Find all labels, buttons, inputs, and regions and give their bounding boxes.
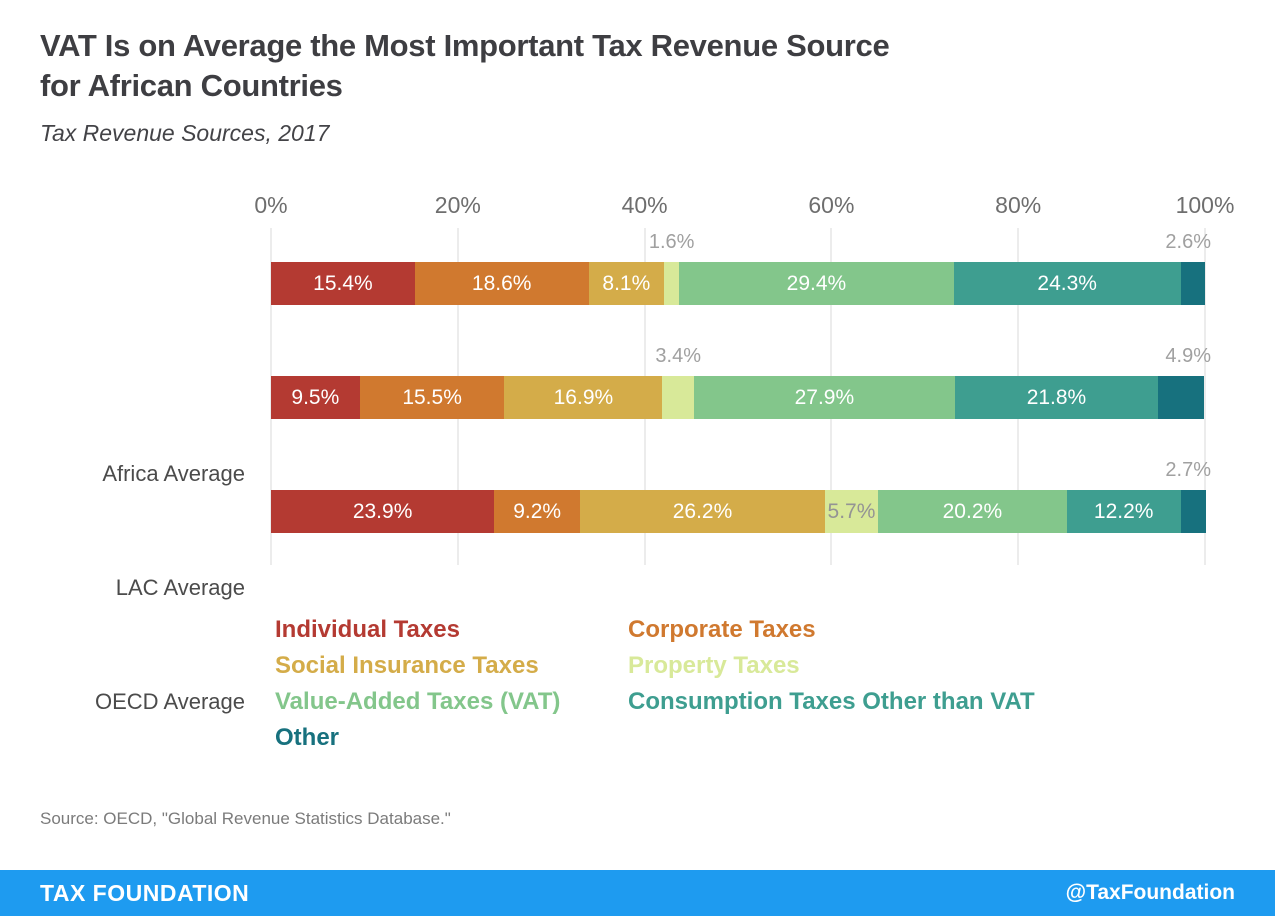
bar-segment: 18.6% [414,262,589,305]
bar-segment: 16.9% [504,376,663,419]
legend-item: Value-Added Taxes (VAT) [275,688,561,715]
axis-tick-label: 60% [808,192,855,218]
bar-row: 23.9% 9.2% 26.2% 5.7% 20.2% 12.2% 2.7% [271,459,1211,533]
footer-bar: TAX FOUNDATION @TaxFoundation [0,870,1275,916]
axis-tick-label: 0% [254,192,288,218]
segment-value-label: 9.2% [513,499,562,523]
bar-segment: 15.5% [359,376,505,419]
bar-segment: 29.4% [679,262,954,305]
legend-item: Other [275,724,340,751]
segment-value-label: 16.9% [553,385,614,409]
bar-segment [664,262,680,305]
callout-value-label: 1.6% [648,231,695,253]
legend-item: Corporate Taxes [628,616,816,643]
category-label: LAC Average [115,575,245,600]
bar-segment: 9.5% [271,376,360,419]
source-note: Source: OECD, "Global Revenue Statistics… [40,809,451,828]
segment-value-label: 5.7% [827,499,876,523]
bar-row: 9.5% 15.5% 16.9% 3.4% 27.9% 21.8% 4.9% [271,345,1211,419]
stacked-bar-chart: 0% 20% 40% 60% 80% 100% 15.4% 18.6% 8.1% 1.6% 29.… [0,190,1275,714]
axis-tick-label: 100% [1175,192,1235,218]
bar-segment: 8.1% [588,262,665,305]
plot-area: 15.4% 18.6% 8.1% 1.6% 29.4% 24.3% 2.6% 9.5% 15.5… [270,228,1211,565]
segment-value-label: 8.1% [602,271,651,295]
segment-value-label: 15.4% [313,271,373,295]
bar-segment [1180,262,1205,305]
axis-tick-label: 80% [995,192,1042,218]
legend: Individual Taxes Corporate Taxes Social In… [275,612,1035,756]
segment-value-label: 29.4% [786,271,847,295]
segment-value-label: 23.9% [352,499,413,523]
legend-item: Property Taxes [628,652,800,679]
callout-value-label: 4.9% [1165,345,1211,367]
bar-segment: 9.2% [494,490,581,533]
category-label: OECD Average [94,689,245,714]
bar-segment: 27.9% [694,376,955,419]
gridline [1204,228,1206,565]
brand-logo: TAX FOUNDATION [40,879,250,906]
bar-segment [1180,490,1206,533]
callout-value-label: 2.6% [1165,231,1211,253]
category-label: Africa Average [102,461,245,486]
bar-segment: 12.2% [1066,490,1181,533]
legend-item: Social Insurance Taxes [275,652,539,679]
legend-item: Individual Taxes [275,616,460,643]
bar-segment: 15.4% [271,262,415,305]
bar-segment [1158,376,1205,419]
bar-segment: 21.8% [954,376,1159,419]
twitter-handle: @TaxFoundation [1065,881,1235,904]
segment-value-label: 26.2% [672,499,733,523]
callout-value-label: 2.7% [1165,459,1211,481]
bar-segment: 26.2% [580,490,825,533]
bar-segment: 5.7% [824,490,879,533]
legend-item: Consumption Taxes Other than VAT [628,688,1035,715]
bar-segment [662,376,695,419]
bar-segment: 24.3% [953,262,1181,305]
segment-value-label: 20.2% [942,499,1003,523]
bar-segment: 20.2% [878,490,1067,533]
axis-tick-label: 40% [621,192,668,218]
segment-value-label: 24.3% [1037,271,1097,295]
x-axis: 0% 20% 40% 60% 80% 100% [254,192,1234,220]
axis-tick-label: 20% [434,192,481,218]
page-title: VAT Is on Average the Most Important Tax… [40,28,890,103]
callout-value-label: 3.4% [655,345,702,367]
segment-value-label: 12.2% [1093,499,1154,523]
segment-value-label: 27.9% [794,385,855,409]
bar-segment: 23.9% [271,490,495,533]
segment-value-label: 9.5% [291,385,340,409]
segment-value-label: 21.8% [1026,385,1087,409]
page-subtitle: Tax Revenue Sources, 2017 [40,120,330,146]
segment-value-label: 15.5% [402,385,462,409]
bar-row: 15.4% 18.6% 8.1% 1.6% 29.4% 24.3% 2.6% [271,231,1211,305]
segment-value-label: 18.6% [471,271,532,295]
